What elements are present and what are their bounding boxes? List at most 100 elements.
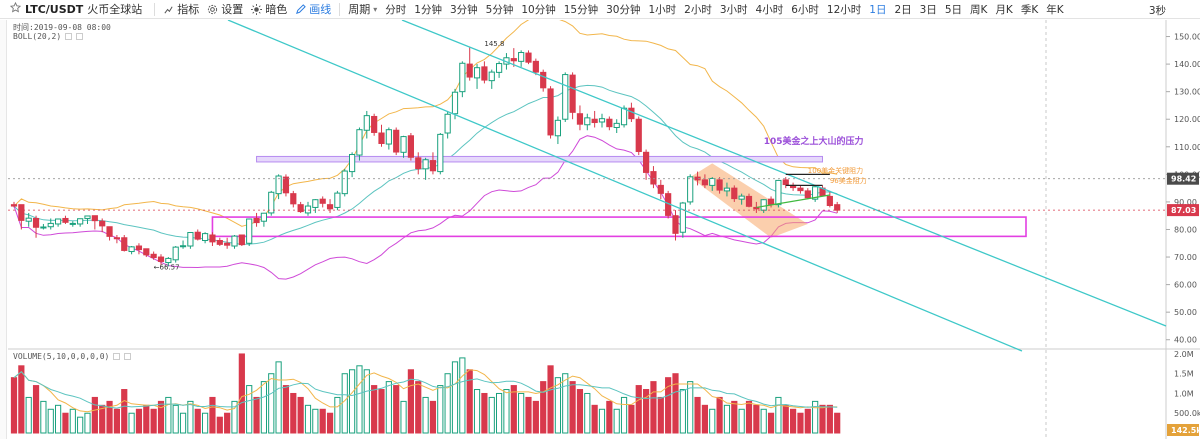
refresh-interval[interactable]: 3秒 xyxy=(1148,5,1166,17)
drawing-tools-rail[interactable] xyxy=(0,20,7,439)
candle-body xyxy=(834,204,841,211)
interval-10[interactable]: 4小时 xyxy=(755,3,784,16)
volume-bar xyxy=(260,381,267,434)
candle-body xyxy=(77,218,84,225)
candle-body xyxy=(238,234,245,246)
volume-bar xyxy=(165,396,172,434)
volume-bar xyxy=(532,400,539,434)
interval-8[interactable]: 2小时 xyxy=(684,3,712,16)
candle-body xyxy=(628,107,635,120)
symbol-selector[interactable]: LTC/USDT 火币全球站 xyxy=(0,0,150,19)
candle-body xyxy=(657,184,664,194)
interval-18[interactable]: 月K xyxy=(995,3,1013,16)
toolbar-divider xyxy=(339,2,341,16)
candle-body xyxy=(679,202,686,233)
volume-bar xyxy=(731,400,738,434)
interval-1[interactable]: 1分钟 xyxy=(414,3,442,16)
pencil-icon xyxy=(295,3,307,15)
candle-body xyxy=(385,129,392,145)
price-tick-label: 90.00 xyxy=(1174,198,1197,207)
volume-bar xyxy=(554,377,561,434)
favorite-star-icon[interactable] xyxy=(9,1,22,16)
price-tick-label: 120.00 xyxy=(1174,115,1200,124)
current-price-tag-bg xyxy=(1167,172,1199,185)
interval-13[interactable]: 1日 xyxy=(869,3,887,16)
indicators-button[interactable]: 指标 xyxy=(159,0,203,19)
candle-body xyxy=(415,157,422,170)
boll-legend: BOLL(20,2) xyxy=(13,32,84,41)
indicator-close-icon[interactable] xyxy=(76,33,84,40)
chevron-down-icon: ▾ xyxy=(373,4,378,14)
volume-bar xyxy=(194,408,201,434)
interval-16[interactable]: 5日 xyxy=(944,3,963,16)
volume-bar xyxy=(121,389,128,434)
candle-body xyxy=(224,242,231,246)
candle-body xyxy=(202,233,209,242)
volume-settings-icon[interactable] xyxy=(113,353,121,360)
volume-bar xyxy=(238,353,245,434)
interval-4[interactable]: 10分钟 xyxy=(521,3,556,16)
interval-17[interactable]: 周K xyxy=(970,3,988,16)
volume-bar xyxy=(224,412,231,434)
interval-0[interactable]: 分时 xyxy=(385,3,407,16)
time-readout: 时间:2019-09-08 08:00 xyxy=(13,23,111,32)
interval-15[interactable]: 3日 xyxy=(919,3,937,16)
interval-20[interactable]: 年K xyxy=(1046,3,1064,16)
price-tick-label: 80.00 xyxy=(1174,225,1197,234)
volume-bar xyxy=(745,400,753,434)
interval-5[interactable]: 15分钟 xyxy=(563,3,599,16)
interval-list: 分时 1分钟 3分钟 5分钟 10分钟 15分钟 30分钟 1小时 2小时 3小时 4小时 6小时 12… xyxy=(381,0,1067,19)
interval-11[interactable]: 6小时 xyxy=(791,3,819,16)
interval-6[interactable]: 30分钟 xyxy=(606,3,641,16)
candle-body xyxy=(540,71,547,89)
volume-bar xyxy=(606,400,613,434)
candle-body xyxy=(231,235,238,247)
draw-lines-button[interactable]: 画线 xyxy=(291,0,335,19)
interval-7[interactable]: 1小时 xyxy=(648,3,677,16)
volume-bar xyxy=(767,412,775,434)
volume-bar xyxy=(797,412,804,434)
interval-12[interactable]: 12小时 xyxy=(826,3,862,16)
axis-background xyxy=(1166,20,1200,439)
volume-bar xyxy=(576,389,584,434)
candle-body xyxy=(812,186,819,200)
support-box xyxy=(211,216,1027,238)
theme-button[interactable]: 暗色 xyxy=(247,0,291,19)
volume-bar xyxy=(47,408,54,434)
interval-19[interactable]: 季K xyxy=(1020,3,1039,16)
volume-tick-label: 2.0M xyxy=(1174,350,1194,359)
volume-close-icon[interactable] xyxy=(124,353,132,360)
high-marker: 145.8 xyxy=(484,40,504,48)
volume-bars xyxy=(10,353,841,434)
volume-bar xyxy=(525,396,532,434)
price-tick-label: 150.00 xyxy=(1174,33,1200,42)
interval-3[interactable]: 5分钟 xyxy=(485,3,514,16)
volume-bar xyxy=(481,392,488,434)
candle-body xyxy=(32,217,40,228)
volume-bar xyxy=(518,392,525,434)
volume-bar xyxy=(687,381,694,434)
candle-body xyxy=(150,253,157,259)
candle-body xyxy=(709,177,716,186)
interval-14[interactable]: 2日 xyxy=(894,3,912,16)
volume-bar xyxy=(782,404,789,434)
interval-2[interactable]: 3分钟 xyxy=(449,3,478,16)
indicator-settings-icon[interactable] xyxy=(65,33,73,40)
volume-bar xyxy=(106,400,113,434)
volume-legend: VOLUME(5,10,0,0,0,0) xyxy=(13,352,132,361)
interval-9[interactable]: 3小时 xyxy=(719,3,748,16)
candle-body xyxy=(591,118,598,124)
candle-body xyxy=(804,190,811,199)
volume-bar xyxy=(407,369,414,434)
reference-price-tag-bg xyxy=(1167,204,1199,217)
settings-button[interactable]: 设置 xyxy=(203,0,247,19)
candle-body xyxy=(466,63,473,78)
candle-body xyxy=(194,231,201,240)
grid xyxy=(8,20,1200,439)
volume-bar xyxy=(349,369,356,434)
price-tick-label: 60.00 xyxy=(1174,281,1197,290)
volume-bar xyxy=(503,389,510,434)
candle-body xyxy=(782,179,789,186)
volume-bar xyxy=(319,408,326,434)
